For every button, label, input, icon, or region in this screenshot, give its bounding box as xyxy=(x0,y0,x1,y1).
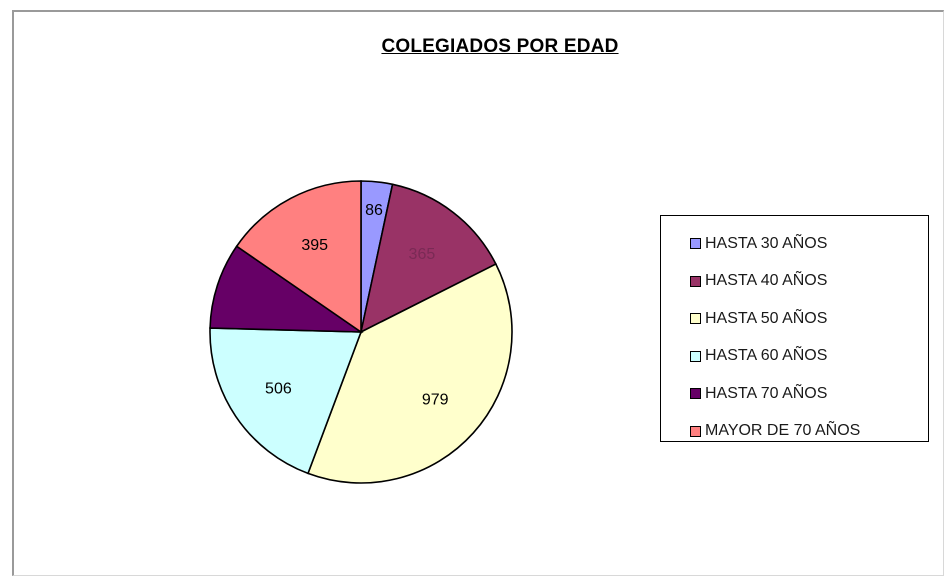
data-label: 395 xyxy=(301,237,328,254)
legend-item: HASTA 30 AÑOS xyxy=(661,225,928,263)
legend-item: MAYOR DE 70 AÑOS xyxy=(661,413,928,451)
legend-label: HASTA 60 AÑOS xyxy=(705,347,828,365)
data-label: 365 xyxy=(409,246,436,263)
data-label: 86 xyxy=(365,202,383,219)
pie-slice xyxy=(359,183,497,334)
legend-label: HASTA 70 AÑOS xyxy=(705,384,828,402)
legend-item: HASTA 60 AÑOS xyxy=(661,338,928,376)
legend-swatch xyxy=(690,275,701,287)
pie-slice xyxy=(209,327,363,475)
pie-slice xyxy=(209,245,364,333)
pie-slice xyxy=(235,180,362,334)
legend-item: HASTA 50 AÑOS xyxy=(661,300,928,338)
chart-title: COLEGIADOS POR EDAD xyxy=(381,36,619,57)
legend: HASTA 30 AÑOS HASTA 40 AÑOS HASTA 50 AÑOS H… xyxy=(660,215,929,442)
legend-label: HASTA 30 AÑOS xyxy=(705,234,828,252)
pie-slice xyxy=(306,262,513,484)
legend-label: HASTA 40 AÑOS xyxy=(705,272,828,290)
legend-label: HASTA 50 AÑOS xyxy=(705,309,828,327)
legend-swatch xyxy=(690,313,701,325)
legend-swatch xyxy=(690,425,701,437)
legend-item: HASTA 40 AÑOS xyxy=(661,263,928,301)
legend-swatch xyxy=(690,238,701,250)
legend-label: MAYOR DE 70 AÑOS xyxy=(705,422,861,440)
legend-item: HASTA 70 AÑOS xyxy=(661,375,928,413)
data-label: 506 xyxy=(265,381,292,398)
legend-swatch xyxy=(690,350,701,362)
legend-swatch xyxy=(690,388,701,400)
data-label: 979 xyxy=(422,392,449,409)
